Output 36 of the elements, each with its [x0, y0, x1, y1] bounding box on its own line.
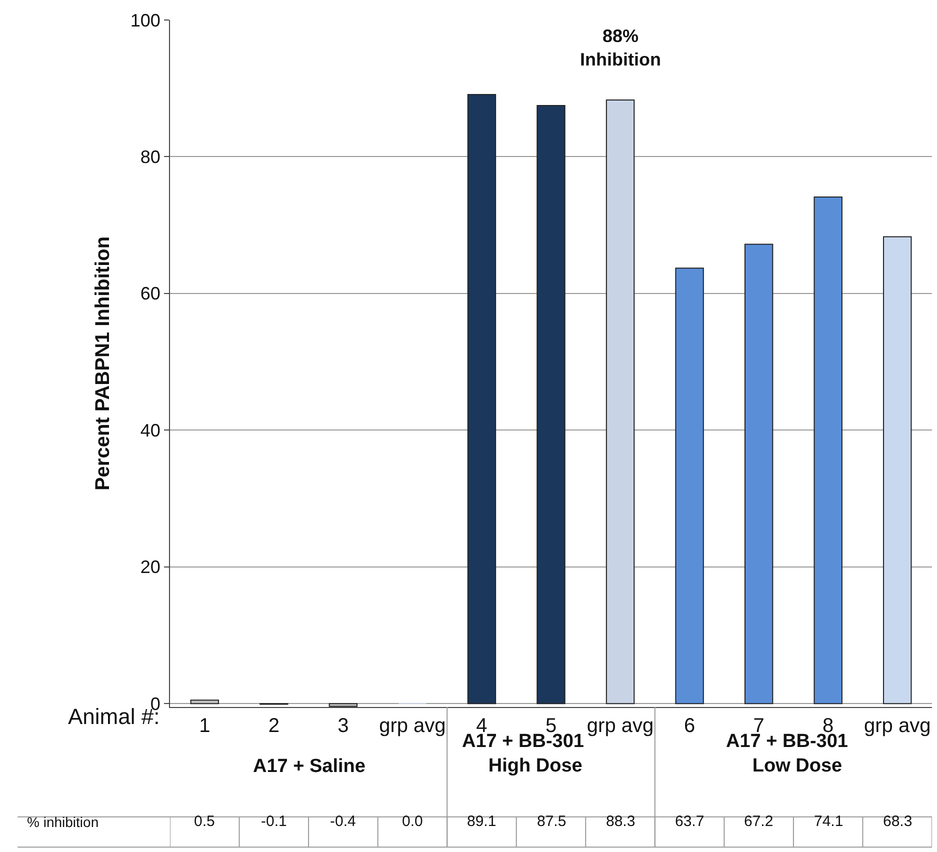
x-tick-label: 6 — [684, 715, 696, 737]
bar — [190, 700, 219, 704]
data-label: 68.3 — [883, 813, 912, 830]
y-tick-label: 100 — [130, 10, 160, 30]
data-label: 0.0 — [402, 813, 423, 830]
x-tick-label: grp avg — [586, 715, 654, 737]
y-tick-label: 80 — [140, 147, 160, 168]
y-axis-title: Percent PABPN1 Inhibition — [92, 236, 114, 491]
annotation: 88% Inhibition — [580, 26, 661, 70]
bar — [883, 236, 912, 704]
x-tick-label: 3 — [338, 715, 349, 737]
x-tick-label: 2 — [268, 715, 280, 737]
data-label: 89.1 — [467, 813, 496, 830]
data-label: 88.3 — [606, 813, 636, 830]
bar — [744, 244, 774, 704]
x-tick-label: grp avg — [379, 715, 446, 737]
bar — [606, 99, 635, 704]
bar — [536, 104, 566, 704]
bar — [467, 94, 496, 704]
bar — [328, 703, 358, 707]
text: % inhibition — [27, 814, 99, 830]
y-tick-label: 40 — [140, 420, 160, 440]
x-tick-label: 1 — [199, 715, 210, 737]
data-label: 87.5 — [537, 813, 566, 830]
data-label: -0.1 — [261, 813, 287, 830]
bar — [814, 196, 842, 704]
data-label: 63.7 — [675, 813, 704, 830]
data-label: -0.4 — [330, 813, 356, 830]
data-label: 74.1 — [814, 813, 844, 830]
text: A17 + Saline — [253, 756, 366, 777]
y-tick-label: 20 — [140, 557, 160, 578]
data-label: 0.5 — [194, 813, 215, 830]
bar — [675, 268, 704, 704]
y-tick-label: 60 — [140, 284, 160, 304]
data-label: 67.2 — [744, 813, 774, 830]
x-tick-label: grp avg — [864, 715, 931, 737]
